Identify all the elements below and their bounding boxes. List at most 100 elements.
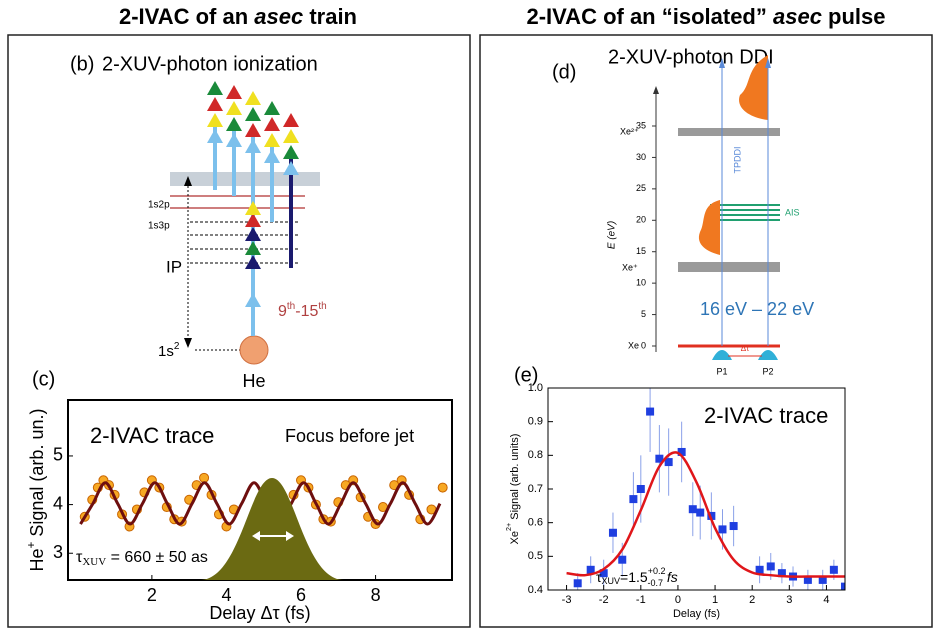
- photon-triangle: [283, 161, 299, 175]
- marker: [707, 511, 716, 520]
- level-label: 1s2p: [148, 200, 170, 211]
- y-axis-label: Xe2+ Signal (arb. units): [505, 434, 521, 545]
- y-tick-label: 25: [636, 183, 646, 193]
- state-label: Xe: [628, 340, 639, 350]
- marker: [696, 508, 705, 517]
- ionization-diagram: [170, 81, 320, 365]
- photon-triangle: [226, 101, 242, 115]
- panel-frame: [7, 34, 471, 628]
- x-tick-label: 4: [221, 585, 231, 605]
- process-label: TPDDI: [732, 147, 742, 174]
- photon-triangle: [245, 107, 261, 121]
- photon-triangle: [264, 117, 280, 131]
- marker: [766, 562, 775, 571]
- ddi-diagram: [653, 55, 780, 360]
- marker: [755, 565, 764, 574]
- x-axis-label: Delay (fs): [673, 608, 720, 620]
- x-axis-label: Delay Δτ (fs): [209, 603, 310, 623]
- y-tick-label: 15: [636, 246, 646, 256]
- ais-lines: [710, 204, 780, 221]
- panel-frame: [479, 34, 933, 628]
- photon-triangle: [245, 213, 261, 227]
- label-part: +: [25, 541, 38, 548]
- photon-triangle: [226, 117, 242, 131]
- marker: [777, 569, 786, 578]
- y-tick-label: 0.9: [528, 416, 543, 428]
- marker: [818, 575, 827, 584]
- marker: [664, 458, 673, 467]
- photon-triangle: [264, 149, 280, 163]
- x-tick-label: 3: [786, 594, 792, 606]
- range-label: 16 eV – 22 eV: [700, 299, 814, 319]
- y-axis-label: He+ Signal (arb. un.): [25, 409, 47, 572]
- photon-triangle: [245, 241, 261, 255]
- marker: [677, 447, 686, 456]
- photon-triangle: [226, 85, 242, 99]
- marker: [437, 482, 448, 493]
- photon-triangle: [283, 113, 299, 127]
- x-tick-label: 6: [296, 585, 306, 605]
- state-label: Xe²⁺: [620, 126, 639, 136]
- panel-label: (e): [514, 364, 538, 386]
- label-part: Signal (arb. units): [509, 434, 521, 523]
- marker: [688, 505, 697, 514]
- marker: [608, 528, 617, 537]
- photon-triangle: [283, 129, 299, 143]
- label-part: 2+: [505, 523, 513, 531]
- annotation: 2-IVAC trace: [704, 403, 828, 428]
- pulse-shape: [200, 478, 344, 580]
- panel-label: (b): [70, 53, 94, 75]
- marker: [646, 407, 655, 416]
- panel-label: (d): [552, 61, 576, 83]
- axis-head: [653, 86, 659, 94]
- panel-title: 2-XUV-photon DDI: [608, 46, 774, 68]
- photon-triangle: [283, 145, 299, 159]
- y-tick-label: 30: [636, 152, 646, 162]
- x-tick-label: 8: [371, 585, 381, 605]
- y-tick-label: 0: [641, 340, 646, 350]
- y-tick-label: 0.6: [528, 517, 543, 529]
- delay-label: Δτ: [741, 344, 750, 353]
- pulse-label: P2: [762, 366, 773, 376]
- photon-triangle: [226, 133, 242, 147]
- marker: [729, 522, 738, 531]
- photon-triangle: [207, 113, 223, 127]
- level-label: 1s3p: [148, 221, 170, 232]
- marker: [636, 485, 645, 493]
- x-tick-label: 4: [823, 594, 829, 606]
- energy-ticks: 0 5 10 15 20 25 30 35: [636, 120, 656, 350]
- heading-left: 2-IVAC of an asec train: [119, 4, 357, 29]
- pulse-label: P1: [716, 366, 727, 376]
- pulse-overlay: [200, 478, 344, 580]
- marker: [599, 569, 608, 578]
- state-bar: [678, 128, 780, 136]
- marker: [573, 579, 582, 588]
- y-tick-label: 5: [53, 445, 63, 465]
- heading-right: 2-IVAC of an “isolated” asec pulse: [526, 4, 885, 29]
- photon-triangle: [245, 91, 261, 105]
- photon-triangle: [207, 81, 223, 95]
- x-tick-label: -3: [562, 594, 572, 606]
- arrow-head: [719, 58, 771, 68]
- photon-triangle: [245, 123, 261, 137]
- x-tick-label: 2: [749, 594, 755, 606]
- plot-area: [566, 388, 845, 590]
- photon-triangle: [264, 133, 280, 147]
- y-tick-label: 0.4: [528, 584, 543, 596]
- label-part: Signal (arb. un.): [27, 409, 47, 542]
- atom-label: He: [242, 371, 265, 391]
- duration-label: τXUV = 660 ± 50 as: [76, 549, 208, 567]
- marker: [841, 582, 845, 590]
- ais-label: AIS: [785, 207, 800, 217]
- x-tick-label: 2: [147, 585, 157, 605]
- ground-label: 1s2: [158, 341, 180, 360]
- panel-title: 2-XUV-photon ionization: [102, 53, 318, 75]
- state-label: Xe⁺: [622, 262, 638, 272]
- ip-label: IP: [166, 257, 182, 276]
- photon-triangle: [245, 139, 261, 153]
- marker: [199, 472, 210, 483]
- pulse: [712, 350, 778, 360]
- photon-triangle: [245, 201, 261, 215]
- y-tick-label: 35: [636, 120, 646, 130]
